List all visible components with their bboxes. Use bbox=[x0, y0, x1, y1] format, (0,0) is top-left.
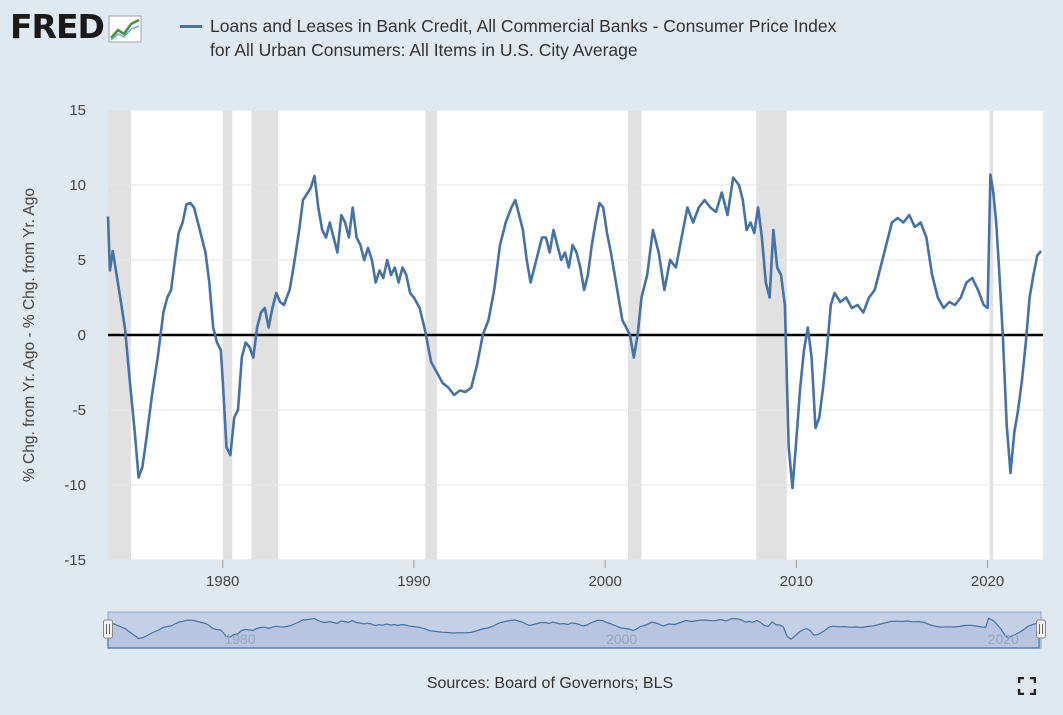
x-tick-label: 2000 bbox=[588, 573, 621, 590]
legend-label: Loans and Leases in Bank Credit, All Com… bbox=[210, 14, 836, 62]
navigator-handle-left[interactable] bbox=[103, 619, 113, 639]
y-tick-label: -10 bbox=[64, 477, 86, 494]
x-tick-label: 1980 bbox=[206, 573, 239, 590]
navigator-series bbox=[107, 617, 1040, 649]
y-tick-label: -15 bbox=[64, 552, 86, 569]
series-line bbox=[106, 173, 1043, 490]
y-tick-label: 5 bbox=[78, 252, 86, 269]
navigator-label: 2020 bbox=[988, 631, 1019, 647]
chart-line-icon bbox=[108, 15, 142, 43]
y-tick-label: 15 bbox=[69, 102, 86, 119]
navigator-label: 1980 bbox=[224, 631, 255, 647]
fred-logo[interactable]: FRED bbox=[10, 8, 142, 46]
logo-text: FRED bbox=[10, 7, 105, 46]
fullscreen-icon[interactable] bbox=[1018, 677, 1036, 695]
legend-swatch bbox=[180, 25, 202, 28]
x-tick-label: 2010 bbox=[780, 573, 813, 590]
y-tick-label: -5 bbox=[73, 402, 86, 419]
legend-label-line-1: Loans and Leases in Bank Credit, All Com… bbox=[210, 16, 837, 36]
navigator-label: 2000 bbox=[606, 631, 637, 647]
legend-label-line-2: for All Urban Consumers: All Items in U.… bbox=[210, 40, 638, 60]
y-axis-label: % Chg. from Yr. Ago - % Chg. from Yr. Ag… bbox=[21, 188, 38, 482]
chart-legend: Loans and Leases in Bank Credit, All Com… bbox=[180, 14, 900, 62]
drag-handle-icon[interactable] bbox=[103, 619, 113, 639]
sources-text: Sources: Board of Governors; BLS bbox=[426, 675, 674, 692]
x-tick-label: 2020 bbox=[971, 573, 1004, 590]
chart: -15 -10 -5 0 5 10 15 1980 1990 2000 2010 2020 % Ch… bbox=[21, 102, 1046, 649]
y-tick-label: 0 bbox=[78, 327, 86, 344]
y-tick-label: 10 bbox=[69, 177, 86, 194]
drag-handle-icon[interactable] bbox=[1036, 619, 1046, 639]
navigator-handle-right[interactable] bbox=[1036, 619, 1046, 639]
x-tick-label: 1990 bbox=[397, 573, 430, 590]
